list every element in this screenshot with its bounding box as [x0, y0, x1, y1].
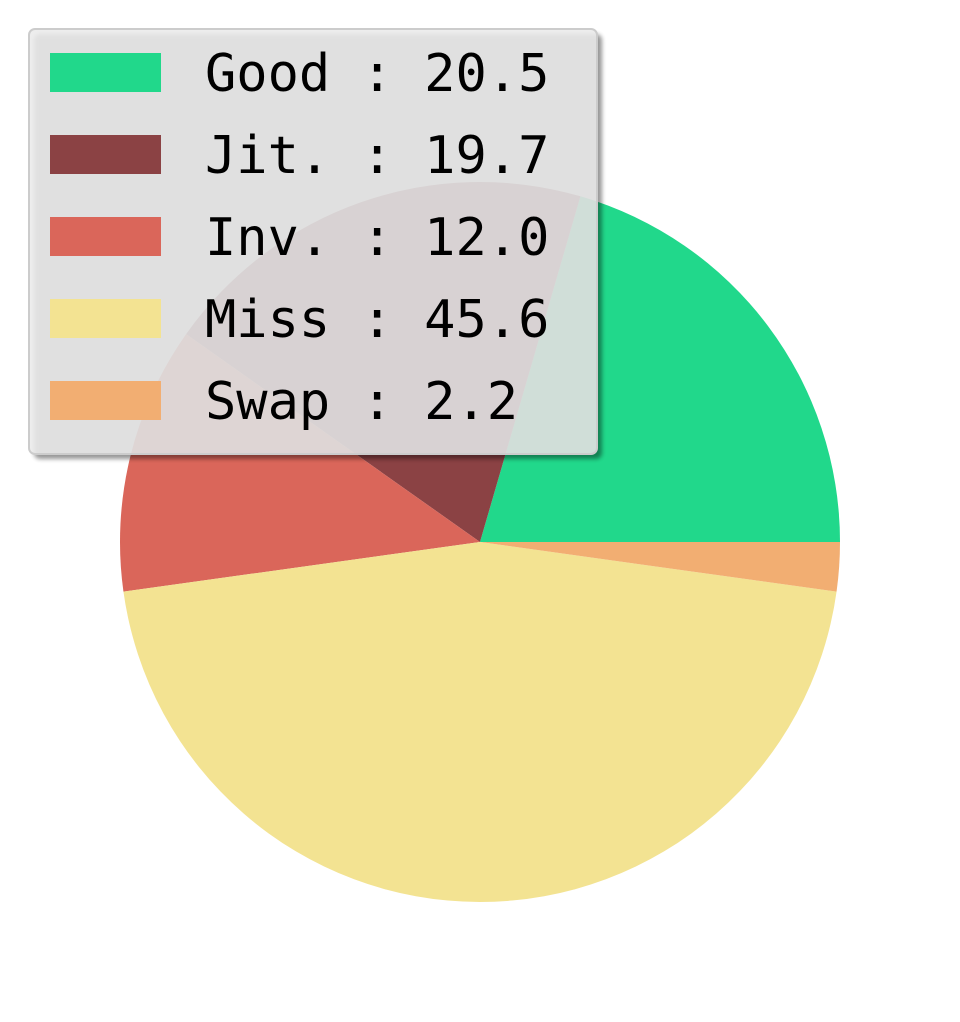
legend-swatch-inv — [50, 217, 161, 256]
legend-swatch-good — [50, 53, 161, 92]
legend-label-jit: Jit. : 19.7 — [205, 126, 549, 186]
legend-box — [28, 28, 598, 455]
legend-label-miss: Miss : 45.6 — [205, 290, 549, 350]
pie-slice-swap — [480, 542, 840, 592]
legend-label-inv: Inv. : 12.0 — [205, 208, 549, 268]
legend-swatch-swap — [50, 381, 161, 420]
legend-swatch-miss — [50, 299, 161, 338]
legend-swatch-jit — [50, 135, 161, 174]
legend: Good : 20.5 Jit. : 19.7 Inv. : 12.0 Miss : … — [28, 28, 598, 455]
legend-label-good: Good : 20.5 — [205, 44, 549, 104]
legend-label-swap: Swap : 2.2 — [205, 372, 518, 432]
pie-slice-miss — [123, 542, 837, 903]
